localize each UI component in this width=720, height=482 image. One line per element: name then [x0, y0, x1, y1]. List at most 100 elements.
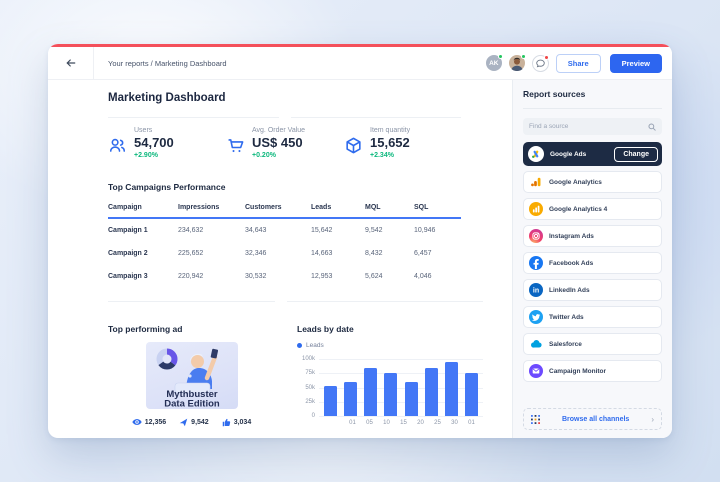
kpi-label: Item quantity	[370, 127, 411, 134]
ad-headline-line1: Mythbuster	[166, 389, 218, 400]
column-header: Customers	[245, 204, 282, 211]
x-tick-label: 05	[366, 420, 373, 426]
cell: 4,046	[414, 273, 432, 280]
kpi-value: US$ 450	[252, 135, 303, 150]
kpi-users: Users 54,700 +2.90%	[108, 127, 226, 160]
cell: 30,532	[245, 273, 267, 280]
instagram-icon	[529, 229, 543, 243]
ad-shares-stat: 9,542	[179, 417, 209, 427]
column-header: SQL	[414, 204, 429, 211]
channel-label: Salesforce	[549, 340, 582, 348]
linkedin-icon: in	[529, 283, 543, 297]
report-sources-sidebar: Report sources Google Ads Change	[512, 80, 672, 438]
cell: 225,652	[178, 250, 204, 257]
top-ad-widget: Top performing ad	[108, 316, 275, 427]
channel-label: Google Analytics	[549, 178, 602, 186]
avatar-photo[interactable]	[508, 54, 526, 72]
browse-all-channels-button[interactable]: Browse all channels ›	[523, 408, 662, 430]
online-status-dot	[520, 54, 526, 59]
sidebar-title: Report sources	[523, 89, 662, 109]
bar-30	[444, 361, 458, 416]
table-row: Campaign 2 225,652 32,346 14,663 8,432 6…	[108, 242, 461, 265]
cell: 12,953	[311, 273, 333, 280]
app-window: Your reports / Marketing Dashboard AK Sh…	[48, 44, 672, 438]
browse-all-channels-label: Browse all channels	[562, 415, 630, 423]
channel-label: Instagram Ads	[549, 232, 594, 240]
selected-source-google-ads[interactable]: Google Ads Change	[523, 142, 662, 166]
kpi-delta: +2.34%	[370, 152, 394, 159]
x-tick-label: 25	[434, 420, 441, 426]
svg-text:in: in	[533, 288, 539, 295]
share-button[interactable]: Share	[555, 53, 601, 73]
bar-15	[384, 373, 398, 416]
table-header: Campaign Impressions Customers Leads MQL…	[108, 204, 461, 219]
kpi-value: 15,652	[370, 135, 410, 150]
kpi-label: Avg. Order Value	[252, 127, 306, 134]
channel-twitter-ads[interactable]: Twitter Ads	[523, 306, 662, 328]
channel-google-analytics-4[interactable]: Google Analytics 4	[523, 198, 662, 220]
facebook-icon	[529, 256, 543, 270]
kpi-label: Users	[134, 127, 153, 134]
kpi-delta: +0.20%	[252, 152, 276, 159]
search-icon	[648, 122, 656, 131]
chart-title: Leads by date	[297, 324, 354, 334]
comment-bubble-icon	[536, 59, 545, 67]
x-tick-label: 30	[451, 420, 458, 426]
cell: 14,663	[311, 250, 333, 257]
campaigns-table: Campaign Impressions Customers Leads MQL…	[108, 204, 461, 288]
gridline	[319, 416, 483, 417]
channel-linkedin-ads[interactable]: in LinkedIn Ads	[523, 279, 662, 301]
back-button[interactable]	[48, 47, 94, 79]
cell: 10,946	[414, 227, 436, 234]
avatar-initials: AK	[489, 59, 499, 67]
avatar-photo-image	[508, 55, 525, 72]
back-arrow-icon	[66, 59, 75, 67]
search-input[interactable]	[529, 123, 644, 130]
avatar-ak[interactable]: AK	[485, 54, 503, 71]
widget-divider	[108, 117, 461, 118]
legend-dot-icon	[297, 343, 302, 348]
ad-likes-stat: 3,034	[222, 417, 252, 427]
channel-instagram-ads[interactable]: Instagram Ads	[523, 225, 662, 247]
ad-likes-value: 3,034	[233, 418, 252, 426]
cell: 6,457	[414, 250, 432, 257]
x-tick-label: 15	[400, 420, 407, 426]
channel-label: Campaign Monitor	[549, 367, 607, 375]
channel-facebook-ads[interactable]: Facebook Ads	[523, 252, 662, 274]
gridline	[319, 359, 483, 360]
change-source-button[interactable]: Change	[614, 146, 658, 162]
source-search[interactable]	[523, 118, 662, 135]
y-tick-label: 0	[311, 413, 315, 419]
cell: 34,643	[245, 227, 267, 234]
channel-google-analytics[interactable]: Google Analytics	[523, 171, 662, 193]
comments-button[interactable]	[531, 54, 549, 72]
table-row: Campaign 3 220,942 30,532 12,953 5,624 4…	[108, 265, 461, 288]
kpi-item-quantity: Item quantity 15,652 +2.34%	[344, 127, 462, 160]
top-ad-image[interactable]: Mythbuster Data Edition	[145, 342, 238, 409]
channel-campaign-monitor[interactable]: Campaign Monitor	[523, 360, 662, 382]
legend-label: Leads	[306, 342, 324, 349]
bar-01	[464, 373, 478, 416]
google-ads-icon	[528, 146, 544, 162]
channel-salesforce[interactable]: Salesforce	[523, 333, 662, 355]
cell: 15,642	[311, 227, 333, 234]
breadcrumb[interactable]: Your reports / Marketing Dashboard	[108, 58, 227, 68]
google-analytics-icon	[529, 175, 543, 189]
channel-label: Twitter Ads	[549, 313, 584, 321]
kpi-value: 54,700	[134, 135, 174, 150]
column-header: Impressions	[178, 204, 220, 211]
views-eye-icon	[132, 419, 142, 425]
users-icon	[108, 136, 127, 160]
cell: 234,632	[178, 227, 204, 234]
channel-label: Facebook Ads	[549, 259, 594, 267]
campaign-monitor-icon	[529, 364, 543, 378]
window-top-accent	[48, 44, 672, 47]
ad-views-value: 12,356	[144, 418, 167, 426]
x-tick-label: 20	[417, 420, 424, 426]
widget-divider	[108, 301, 483, 302]
channel-label: LinkedIn Ads	[549, 286, 590, 294]
preview-button[interactable]: Preview	[609, 53, 662, 73]
kpi-row: Users 54,700 +2.90% Avg. Order Value US$…	[108, 127, 490, 160]
campaigns-title: Top Campaigns Performance	[108, 182, 226, 192]
column-header: Leads	[311, 204, 332, 211]
